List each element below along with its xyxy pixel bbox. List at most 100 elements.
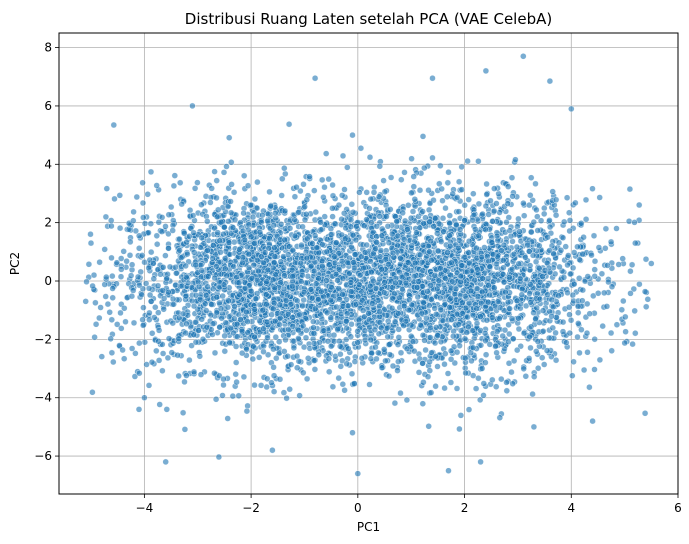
data-point (636, 280, 643, 288)
data-point (648, 260, 655, 267)
data-point (303, 211, 310, 218)
data-point (251, 306, 258, 313)
data-point (321, 183, 328, 191)
data-point (493, 349, 500, 357)
data-point (536, 295, 544, 303)
data-point (486, 263, 494, 270)
data-point (482, 226, 489, 233)
x-tick-label: −2 (242, 501, 260, 515)
data-point (428, 349, 435, 357)
data-point (204, 218, 211, 225)
data-point (363, 189, 370, 196)
data-point (285, 326, 292, 333)
data-point (232, 359, 240, 366)
data-point (424, 288, 431, 295)
data-point (456, 226, 464, 233)
data-point (363, 216, 370, 223)
data-point (281, 236, 289, 244)
data-point (108, 349, 116, 357)
data-point (296, 311, 303, 319)
data-point (384, 333, 391, 341)
data-point (277, 258, 284, 265)
data-point (244, 318, 251, 325)
data-point (327, 225, 335, 232)
data-point (480, 380, 488, 387)
data-point (566, 217, 574, 224)
data-point (371, 326, 379, 334)
data-point (321, 213, 328, 220)
data-point (413, 229, 420, 236)
data-point (152, 303, 159, 311)
data-point (569, 372, 576, 379)
data-point (116, 224, 124, 232)
data-point (280, 285, 288, 293)
data-point (490, 284, 498, 291)
data-point (427, 334, 434, 341)
data-point (215, 453, 223, 461)
data-point (622, 328, 629, 335)
data-point (123, 257, 130, 265)
data-point (402, 279, 410, 287)
data-point (544, 291, 551, 298)
data-point (455, 244, 462, 252)
data-point (132, 350, 139, 357)
data-point (563, 339, 570, 346)
data-point (444, 179, 452, 187)
data-point (155, 338, 162, 345)
data-point (494, 298, 502, 305)
data-point (439, 317, 447, 324)
data-point (111, 195, 118, 203)
data-point (333, 303, 340, 311)
data-point (530, 309, 537, 316)
data-point (534, 213, 541, 220)
data-point (565, 252, 572, 259)
data-point (447, 379, 455, 386)
data-point (204, 247, 211, 254)
data-point (398, 176, 405, 183)
data-point (309, 240, 316, 247)
data-point (540, 287, 547, 295)
data-point (353, 222, 360, 230)
data-point (549, 303, 557, 311)
data-point (120, 355, 128, 362)
data-point (631, 307, 638, 315)
data-point (136, 339, 143, 347)
data-point (286, 225, 294, 232)
data-point (184, 250, 191, 258)
data-point (130, 208, 137, 216)
data-point (456, 425, 463, 433)
data-point (496, 209, 503, 216)
data-point (270, 388, 278, 395)
data-point (360, 264, 367, 272)
data-point (272, 271, 279, 278)
data-point (300, 288, 308, 296)
data-point (266, 188, 273, 196)
data-point (216, 299, 223, 307)
data-point (378, 266, 385, 273)
data-point (579, 250, 586, 258)
data-point (291, 193, 299, 200)
data-point (427, 324, 434, 332)
data-point (541, 204, 548, 212)
data-point (328, 283, 335, 291)
data-point (570, 358, 577, 366)
data-point (570, 280, 578, 288)
data-point (323, 248, 331, 256)
data-point (447, 295, 454, 302)
data-point (577, 220, 585, 227)
data-point (159, 367, 166, 375)
data-point (217, 248, 224, 256)
data-point (529, 252, 537, 259)
data-point (507, 232, 515, 240)
data-point (506, 227, 514, 234)
data-point (484, 298, 492, 306)
data-point (107, 335, 114, 343)
data-point (435, 247, 442, 255)
data-point (188, 342, 195, 349)
data-point (642, 303, 650, 311)
data-point (448, 278, 456, 285)
data-point (508, 368, 515, 376)
data-point (244, 182, 252, 189)
data-point (229, 392, 237, 400)
data-point (207, 311, 215, 319)
